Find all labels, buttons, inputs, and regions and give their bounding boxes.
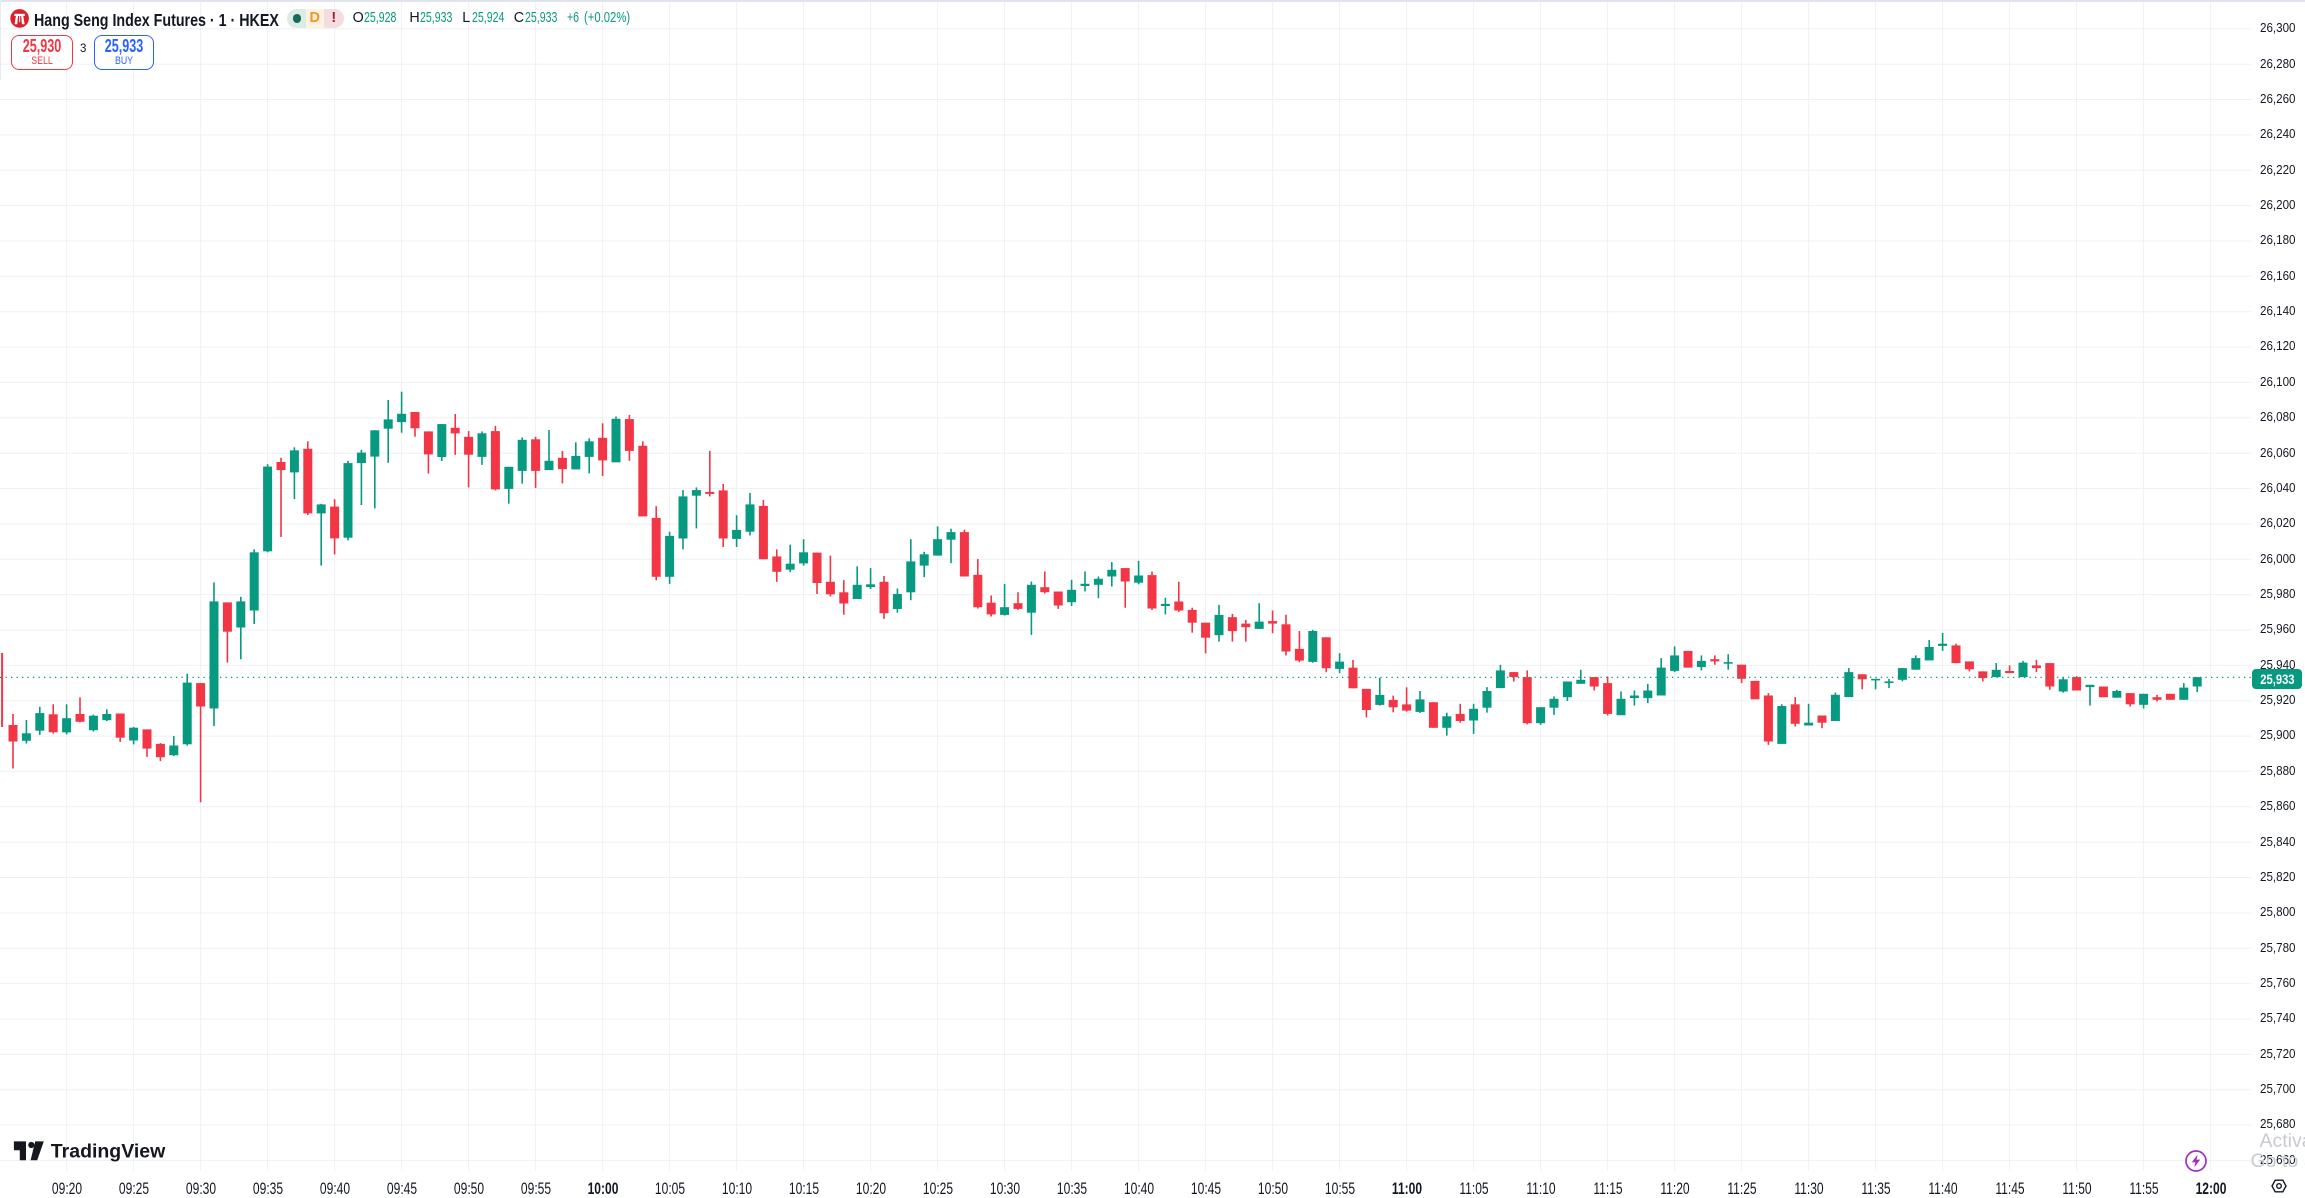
svg-text:TradingView: TradingView <box>51 1141 166 1163</box>
